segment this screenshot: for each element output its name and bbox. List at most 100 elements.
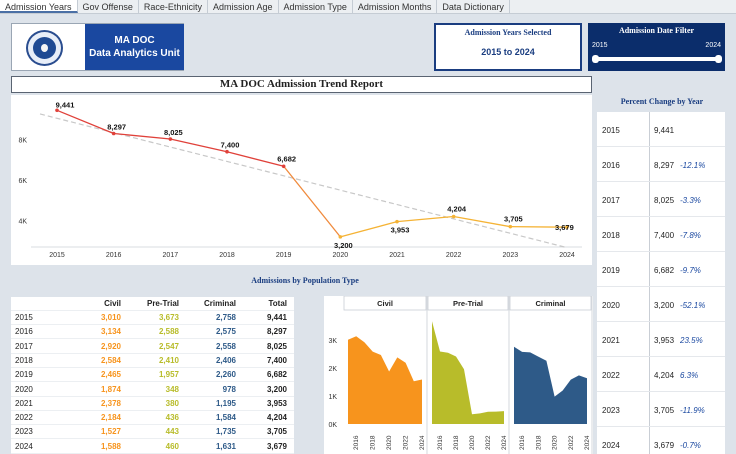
data-label: 7,400	[221, 141, 240, 150]
percent-change-total: 9,441	[654, 126, 675, 135]
date-filter-end: 2024	[705, 42, 721, 49]
population-year: 2018	[15, 355, 33, 365]
x-tick-label: 2016	[353, 435, 360, 450]
tab-admission-years[interactable]: Admission Years	[0, 0, 78, 13]
date-range-slider[interactable]	[594, 57, 720, 61]
population-civil: 1,874	[100, 384, 121, 394]
line-segment	[510, 225, 568, 228]
admission-date-filter: Admission Date Filter 2015 2024	[588, 23, 725, 71]
line-segment	[340, 220, 398, 238]
data-point	[111, 131, 116, 136]
panel-title: Criminal	[535, 299, 565, 308]
admission-trend-chart: 4K 6K 8K 2015 2016 2017 2018 2019 2020 2021 2022 20…	[11, 95, 592, 265]
x-tick-label: 2015	[49, 252, 65, 259]
population-total: 3,679	[266, 441, 287, 451]
x-tick-label: 2023	[503, 252, 519, 259]
percent-change-row: 2016 8,297 -12.1%	[597, 147, 725, 182]
tab-admission-type[interactable]: Admission Type	[279, 0, 353, 13]
population-year: 2019	[15, 370, 33, 380]
header-pretrial: Pre-Trial	[146, 299, 179, 308]
tab-data-dictionary[interactable]: Data Dictionary	[437, 0, 510, 13]
x-tick-label: 2022	[485, 435, 492, 450]
x-tick-label: 2022	[568, 435, 575, 450]
data-point	[565, 225, 569, 229]
data-point	[55, 108, 59, 113]
data-label: 3,200	[334, 241, 353, 250]
area-criminal	[514, 346, 587, 424]
population-criminal: 1,584	[215, 413, 236, 423]
tab-admission-age[interactable]: Admission Age	[208, 0, 279, 13]
population-row: 2018 2,584 2,410 2,406 7,400	[11, 354, 294, 368]
percent-change-total: 6,682	[654, 266, 675, 275]
population-area-charts: 0K 1K 2K 3K Civil 2016 2018 2020 2022 2024 Pre-Tri…	[324, 295, 593, 454]
percent-change-row: 2020 3,200 -52.1%	[597, 287, 725, 322]
population-pretrial: 1,957	[158, 370, 179, 380]
x-tick-label: 2022	[446, 252, 462, 259]
y-tick-label: 2K	[328, 366, 337, 373]
population-total: 3,953	[266, 398, 287, 408]
unit-line2: Data Analytics Unit	[89, 48, 180, 59]
population-criminal: 1,735	[215, 427, 236, 437]
tab-race-ethnicity[interactable]: Race-Ethnicity	[139, 0, 208, 13]
y-tick-label: 8K	[18, 138, 27, 145]
population-row: 2020 1,874 348 978 3,200	[11, 383, 294, 397]
panel-header	[427, 295, 509, 311]
population-pretrial: 2,410	[158, 355, 179, 365]
population-row: 2019 2,465 1,957 2,260 6,682	[11, 368, 294, 383]
x-tick-label: 2018	[219, 252, 235, 259]
population-total: 9,441	[266, 313, 287, 322]
population-year: 2022	[15, 413, 33, 423]
line-segment	[56, 109, 114, 135]
population-row: 2021 2,378 380 1,195 3,953	[11, 397, 294, 411]
population-pretrial: 380	[165, 398, 179, 408]
slider-start-handle[interactable]	[592, 55, 599, 63]
population-civil: 2,184	[100, 413, 121, 423]
population-total: 3,705	[266, 427, 287, 437]
line-segment	[283, 165, 341, 238]
population-criminal: 2,406	[215, 355, 236, 365]
population-year: 2020	[15, 384, 33, 394]
percent-change-pct: 6.3%	[680, 371, 699, 380]
data-point	[225, 149, 229, 154]
years-selected-value: 2015 to 2024	[481, 47, 535, 57]
population-total: 6,682	[266, 370, 287, 380]
data-label: 8,025	[164, 128, 183, 137]
date-filter-label: Admission Date Filter	[618, 26, 695, 35]
years-selected-label: Admission Years Selected	[464, 28, 552, 37]
population-civil: 3,134	[100, 327, 121, 337]
percent-change-pct: 23.5%	[680, 336, 703, 345]
data-label: 3,679	[555, 223, 574, 232]
tab-gov-offense[interactable]: Gov Offense	[78, 0, 139, 13]
population-table: Civil Pre-Trial Criminal Total 2015 3,010…	[11, 297, 294, 454]
data-point	[281, 164, 286, 169]
population-civil: 2,465	[100, 370, 121, 380]
population-civil: 1,588	[100, 441, 121, 451]
population-pretrial: 2,547	[158, 341, 179, 351]
slider-end-handle[interactable]	[715, 55, 722, 63]
percent-change-row: 2023 3,705 -11.9%	[597, 392, 725, 427]
population-pretrial: 2,588	[158, 327, 179, 337]
unit-line1: MA DOC	[114, 35, 155, 46]
percent-change-total: 3,200	[654, 301, 675, 310]
trend-line	[39, 113, 568, 249]
x-tick-label: 2016	[106, 252, 122, 259]
population-pretrial: 3,673	[158, 313, 179, 322]
trend-chart-svg: 4K 6K 8K 2015 2016 2017 2018 2019 2020 2021 2022 20…	[18, 100, 582, 259]
data-point	[395, 219, 399, 224]
population-civil: 2,378	[100, 398, 121, 408]
population-row: 2016 3,134 2,588 2,575 8,297	[11, 325, 294, 340]
x-tick-label: 2020	[386, 435, 393, 450]
tab-bar: Admission Years Gov Offense Race-Ethnicity…	[0, 0, 736, 14]
line-segment	[113, 132, 171, 140]
population-criminal: 2,558	[215, 341, 236, 351]
population-year: 2023	[15, 427, 33, 437]
x-tick-label: 2018	[535, 435, 542, 450]
data-label: 9,441	[56, 100, 75, 109]
population-civil: 2,584	[100, 355, 121, 365]
x-tick-label: 2020	[469, 435, 476, 450]
data-label: 6,682	[277, 154, 296, 163]
years-selected-card: Admission Years Selected 2015 to 2024	[434, 23, 582, 71]
percent-change-total: 4,204	[654, 371, 675, 380]
tab-admission-months[interactable]: Admission Months	[353, 0, 438, 13]
population-pretrial: 460	[165, 441, 179, 451]
